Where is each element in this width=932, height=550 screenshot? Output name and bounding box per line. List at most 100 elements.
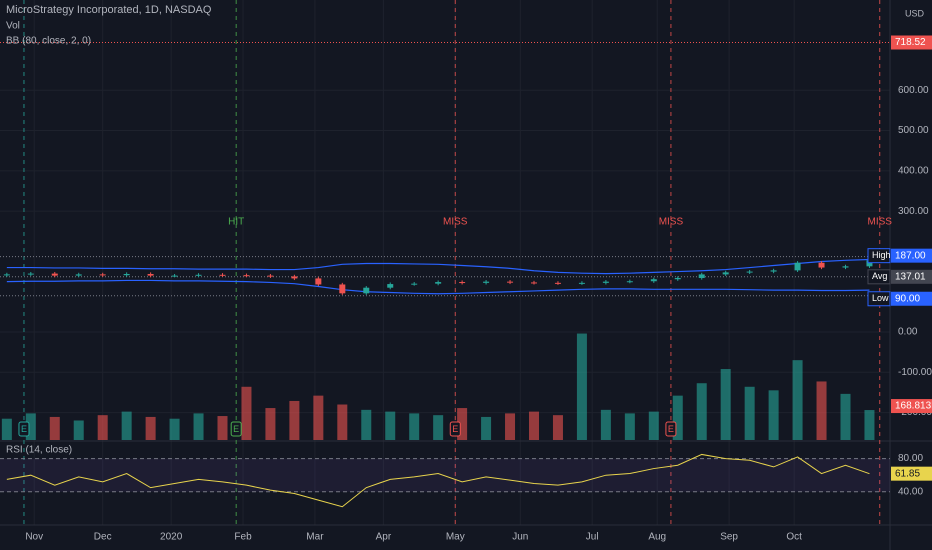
candle-body (554, 282, 561, 284)
candle-body (243, 275, 250, 277)
volume-bar (552, 415, 563, 440)
level-tag-bg (891, 291, 932, 306)
volume-bar (385, 411, 396, 440)
candle-body (219, 274, 226, 276)
volume-bar (97, 415, 108, 440)
candle-body (75, 274, 82, 276)
volume-bar (816, 381, 827, 440)
volume-tag: 168.813K (895, 401, 932, 412)
event-label: HIT (228, 217, 244, 228)
volume-bar (529, 411, 539, 440)
y-tick-label: 300.00 (898, 206, 929, 217)
candle-body (507, 281, 514, 283)
candle-body (435, 282, 442, 284)
candle-body (698, 274, 705, 279)
earnings-marker (18, 421, 30, 437)
alert-tag-bg (891, 35, 932, 50)
level-tag-bg (891, 269, 932, 284)
volume-bar (481, 416, 492, 440)
y-tick-label: -100.00 (898, 367, 932, 378)
candle-body (722, 272, 729, 275)
volume-bar (672, 395, 683, 440)
bands-legend: BB (80, close, 2, 0) (6, 36, 91, 47)
volume-bar (313, 395, 324, 440)
alert-tag: 718.52 (895, 37, 926, 48)
candle-body (315, 278, 322, 285)
volume-bar (648, 411, 659, 440)
volume-tag-bg (891, 399, 932, 414)
volume-legend: Vol (6, 21, 20, 32)
volume-bar (73, 420, 84, 440)
volume-bar (337, 404, 348, 440)
x-tick-label: Nov (25, 532, 43, 543)
candle-body (363, 287, 370, 294)
volume-bar (25, 413, 36, 440)
x-tick-label: Feb (234, 532, 252, 543)
rsi-line (6, 453, 870, 508)
candle-body (818, 262, 825, 268)
volume-bar (768, 390, 779, 440)
earnings-label: E (21, 424, 27, 434)
earnings-label: E (668, 424, 674, 434)
candle-body (99, 274, 106, 276)
candle-body (411, 283, 418, 285)
candle-body (3, 274, 10, 276)
candle-body (291, 276, 298, 279)
level-name: Low (872, 293, 889, 303)
rsi-tag: 61.85 (895, 468, 920, 479)
volume-bar (409, 413, 420, 440)
candle-body (531, 282, 537, 284)
candle-body (866, 260, 873, 267)
volume-bar (744, 386, 755, 440)
x-tick-label: Mar (306, 532, 324, 543)
earnings-marker (665, 421, 677, 437)
level-name-bg (867, 269, 891, 285)
candle-body (459, 282, 466, 284)
volume-bar (121, 411, 132, 440)
volume-bar (600, 409, 611, 440)
rsi-legend: RSI (14, close) (6, 445, 72, 456)
level-name: High (872, 250, 891, 260)
earnings-label: E (233, 424, 239, 434)
candle-body (339, 284, 346, 294)
candle-body (267, 275, 274, 277)
volume-bar (193, 413, 204, 440)
earnings-marker (449, 421, 461, 437)
volume-bar (289, 400, 300, 440)
x-tick-label: 2020 (160, 532, 183, 543)
bollinger-band (6, 258, 870, 275)
level-tag: 187.00 (895, 250, 926, 261)
rsi-tag-bg (891, 466, 932, 481)
x-tick-label: Aug (648, 532, 666, 543)
volume-bar (576, 333, 587, 440)
x-tick-label: Apr (376, 532, 392, 543)
event-label: MISS (443, 217, 468, 228)
level-tag: 90.00 (895, 293, 920, 304)
candle-body (51, 273, 58, 276)
candle-body (27, 273, 34, 275)
x-tick-label: Oct (786, 532, 802, 543)
chart-title: MicroStrategy Incorporated, 1D, NASDAQ (6, 4, 212, 16)
currency: USD (905, 8, 925, 18)
y-tick-label: 600.00 (898, 85, 929, 96)
x-tick-label: Jul (586, 532, 599, 543)
earnings-label: E (452, 424, 458, 434)
level-name: Avg (872, 271, 887, 281)
x-tick-label: Sep (720, 532, 738, 543)
level-tag-bg (891, 248, 932, 263)
volume-bar (265, 408, 276, 440)
volume-bar (145, 416, 156, 440)
candle-body (123, 273, 130, 276)
volume-bar (169, 418, 180, 440)
volume-bar (1, 418, 12, 440)
volume-bar (696, 383, 707, 440)
volume-bar (792, 360, 803, 440)
event-label: MISS (868, 217, 893, 228)
rsi-band (0, 458, 890, 492)
earnings-marker (230, 421, 242, 437)
candle-body (578, 282, 585, 284)
y-tick-label: 40.00 (898, 486, 923, 497)
volume-bar (241, 386, 252, 440)
